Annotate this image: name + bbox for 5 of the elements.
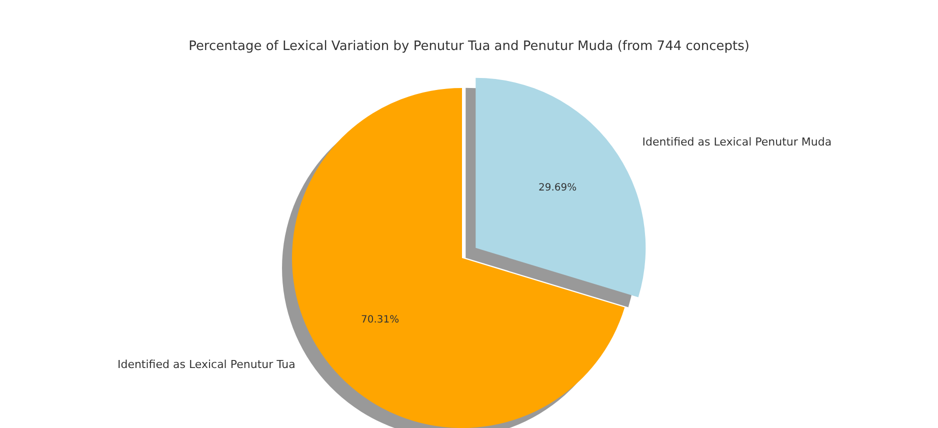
chart-title: Percentage of Lexical Variation by Penutur Tua and Penutur Muda (from 744 concepts) — [188, 39, 750, 54]
slice-label: Identified as Lexical Penutur Tua — [117, 358, 296, 372]
slice-label: Identified as Lexical Penutur Muda — [642, 135, 832, 148]
data-label: 70.31% — [361, 314, 400, 326]
data-label: 29.69% — [538, 182, 577, 194]
